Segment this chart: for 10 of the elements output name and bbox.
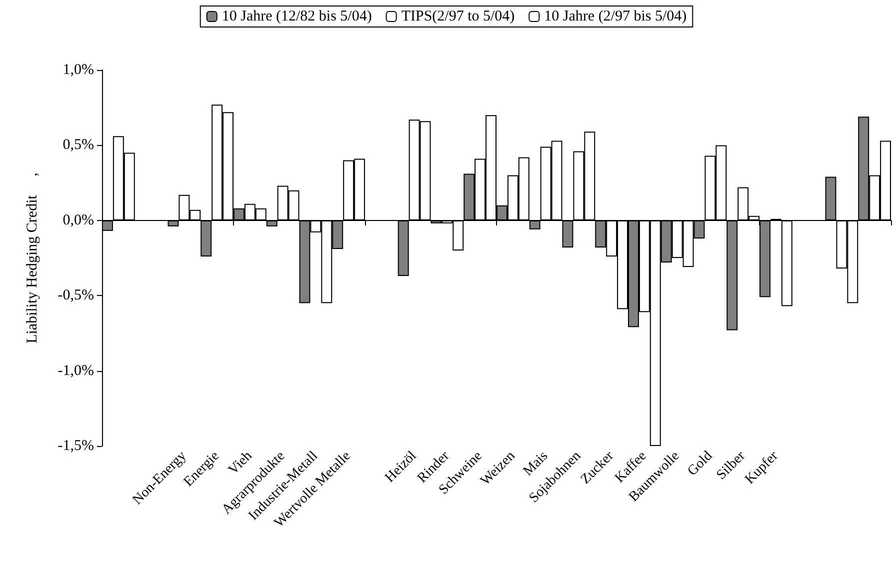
- legend-label: 10 Jahre (12/82 bis 5/04): [222, 8, 372, 24]
- y-tick-label: 1,0%: [62, 62, 94, 78]
- y-tick-label: -1,5%: [58, 438, 94, 454]
- y-tick-label: -1,0%: [58, 362, 94, 379]
- legend-label: 10 Jahre (2/97 bis 5/04): [544, 8, 687, 24]
- y-tick-label: 0,5%: [62, 137, 94, 154]
- y-axis-title: Liability Hedging Credit ,: [24, 172, 40, 344]
- y-tick-label: -0,5%: [58, 288, 94, 304]
- legend-label: TIPS(2/97 to 5/04): [401, 8, 515, 24]
- y-tick-label: 0,0%: [62, 212, 94, 228]
